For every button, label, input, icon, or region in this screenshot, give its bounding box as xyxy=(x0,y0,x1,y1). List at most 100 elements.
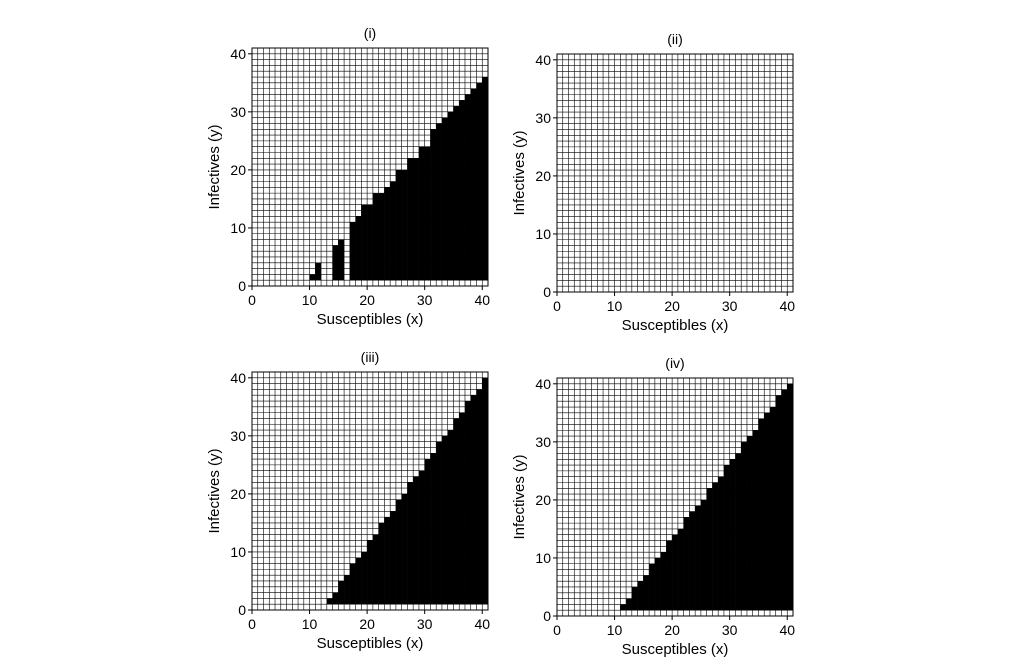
filled-column xyxy=(787,383,793,611)
filled-column xyxy=(424,459,431,605)
chart-panel-3: 0 10 20 30 40 0 10 20 30 40 (iii) Susceptibles (x) I… xyxy=(206,349,490,652)
filled-column xyxy=(723,465,730,611)
filled-column xyxy=(395,169,402,281)
y-tick-label: 0 xyxy=(238,602,246,618)
y-tick-label: 30 xyxy=(535,110,551,126)
x-tick-label: 0 xyxy=(553,298,561,314)
x-tick-label: 20 xyxy=(664,622,680,638)
y-tick-label: 40 xyxy=(230,370,246,386)
filled-column xyxy=(361,551,368,605)
filled-column xyxy=(355,216,362,281)
filled-column xyxy=(344,575,350,605)
filled-column xyxy=(470,88,477,281)
x-tick-label: 30 xyxy=(722,622,738,638)
x-tick-label: 30 xyxy=(417,616,433,632)
filled-column xyxy=(476,389,483,605)
filled-column xyxy=(752,430,759,611)
filled-column xyxy=(672,534,678,611)
y-tick-label: 10 xyxy=(535,550,551,566)
x-tick-label: 20 xyxy=(359,292,375,308)
x-tick-label: 30 xyxy=(722,298,738,314)
filled-column xyxy=(718,476,724,611)
filled-column xyxy=(309,274,316,281)
filled-column xyxy=(413,158,419,281)
y-tick-label: 30 xyxy=(535,434,551,450)
x-tick-label: 20 xyxy=(359,616,375,632)
filled-column xyxy=(424,146,431,281)
filled-column xyxy=(464,401,471,605)
filled-column xyxy=(384,517,391,605)
filled-column xyxy=(407,482,414,605)
y-tick-label: 0 xyxy=(238,278,246,294)
filled-column xyxy=(689,511,696,611)
chart-panel-1: 0 10 20 30 40 0 10 20 30 40 (i) Susceptibles (x) Inf… xyxy=(206,25,490,328)
filled-column xyxy=(436,123,442,281)
x-tick-label: 20 xyxy=(664,298,680,314)
filled-column xyxy=(769,407,776,611)
x-tick-label: 40 xyxy=(779,622,795,638)
x-axis-label: Susceptibles (x) xyxy=(622,317,729,334)
filled-column xyxy=(367,540,373,605)
y-tick-label: 10 xyxy=(535,226,551,242)
plot-frame xyxy=(556,53,794,293)
y-tick-label: 0 xyxy=(543,608,551,624)
x-tick-label: 0 xyxy=(248,616,256,632)
filled-column xyxy=(349,563,356,605)
filled-column xyxy=(735,453,742,611)
x-axis-label: Susceptibles (x) xyxy=(317,635,424,652)
plot-frame xyxy=(251,47,489,287)
x-tick-label: 10 xyxy=(302,292,318,308)
chart-panel-4: 0 10 20 30 40 0 10 20 30 40 (iv) Susceptibles (x) In… xyxy=(511,355,795,658)
x-tick-label: 30 xyxy=(417,292,433,308)
filled-column xyxy=(700,499,707,611)
chart-panel-2: 0 10 20 30 40 0 10 20 30 40 (ii) Susceptibles (x) In… xyxy=(511,31,795,334)
y-tick-label: 10 xyxy=(230,544,246,560)
filled-column xyxy=(459,412,465,605)
filled-column xyxy=(338,239,345,281)
filled-column xyxy=(326,598,333,605)
x-tick-label: 40 xyxy=(779,298,795,314)
filled-column xyxy=(407,158,414,281)
x-tick-label: 40 xyxy=(474,292,490,308)
filled-column xyxy=(447,111,454,281)
x-tick-label: 10 xyxy=(607,622,623,638)
y-tick-label: 0 xyxy=(543,284,551,300)
y-tick-label: 20 xyxy=(535,492,551,508)
y-tick-label: 20 xyxy=(230,486,246,502)
filled-column xyxy=(418,470,425,605)
x-tick-label: 0 xyxy=(553,622,561,638)
y-tick-label: 40 xyxy=(535,52,551,68)
filled-column xyxy=(654,557,661,611)
grid-lines xyxy=(251,47,489,287)
filled-column xyxy=(741,441,747,611)
x-tick-label: 0 xyxy=(248,292,256,308)
y-tick-label: 20 xyxy=(230,162,246,178)
filled-column xyxy=(637,581,644,611)
x-axis-label: Susceptibles (x) xyxy=(622,641,729,658)
plot-background xyxy=(557,54,793,292)
chart-title: (iv) xyxy=(665,355,684,371)
chart-title: (i) xyxy=(364,25,376,41)
x-tick-label: 10 xyxy=(607,298,623,314)
chart-title: (ii) xyxy=(667,31,683,47)
filled-column xyxy=(441,435,448,605)
y-tick-label: 40 xyxy=(535,376,551,392)
plot-frame xyxy=(251,371,489,611)
chart-title: (iii) xyxy=(361,349,380,365)
y-axis-label: Infectives (y) xyxy=(206,448,223,533)
filled-column xyxy=(706,488,713,611)
filled-column xyxy=(378,193,385,281)
plot-frame xyxy=(556,377,794,617)
y-axis-label: Infectives (y) xyxy=(511,130,528,215)
y-tick-label: 30 xyxy=(230,428,246,444)
filled-column xyxy=(401,169,408,281)
filled-column xyxy=(758,418,765,611)
y-axis-label: Infectives (y) xyxy=(206,124,223,209)
filled-column xyxy=(361,204,368,281)
y-axis-label: Infectives (y) xyxy=(511,454,528,539)
x-tick-label: 40 xyxy=(474,616,490,632)
filled-column xyxy=(401,493,408,605)
y-tick-label: 20 xyxy=(535,168,551,184)
filled-column xyxy=(620,604,627,611)
